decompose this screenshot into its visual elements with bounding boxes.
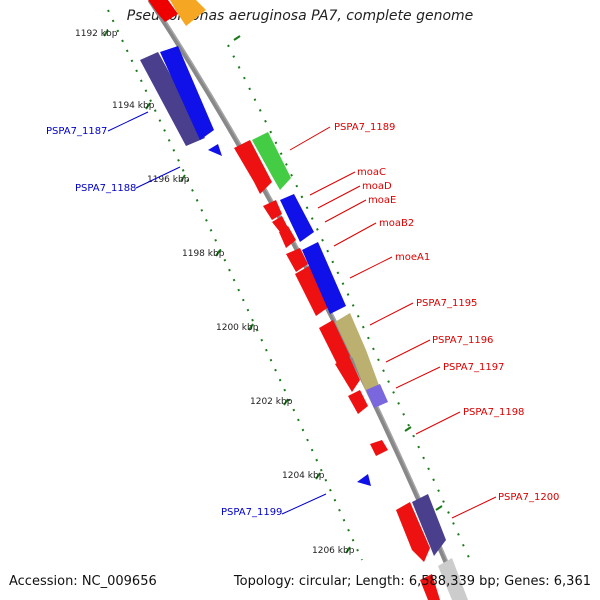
gene-label: moaD	[362, 181, 392, 192]
ruler-ticks	[103, 29, 351, 554]
ruler-label: 1202 kbp	[250, 397, 293, 407]
gene-feature[interactable]	[295, 266, 330, 316]
gene-label: moeA1	[395, 252, 430, 263]
gene-label: PSPA7_1198	[463, 407, 524, 418]
gene-feature[interactable]	[357, 474, 371, 486]
gene-label: PSPA7_1200	[498, 492, 559, 503]
gene-feature[interactable]	[420, 574, 440, 600]
gene-feature[interactable]	[272, 216, 288, 232]
gene-feature	[170, 0, 206, 26]
gene-feature[interactable]	[319, 320, 350, 366]
genome-stats-text: Topology: circular; Length: 6,588,339 bp…	[233, 574, 591, 589]
ruler-label: 1204 kbp	[282, 471, 325, 481]
gene-label: PSPA7_1189	[334, 122, 395, 133]
map-title: Pseudomonas aeruginosa PA7, complete gen…	[126, 8, 474, 24]
gene-label: PSPA7_1196	[432, 335, 493, 346]
gene-feature[interactable]	[335, 313, 366, 358]
gene-feature[interactable]	[438, 558, 468, 600]
gene-feature[interactable]	[286, 248, 308, 272]
gene-label: PSPA7_1188	[75, 183, 136, 194]
gene-feature[interactable]	[366, 384, 388, 408]
gene-feature[interactable]	[396, 502, 430, 562]
ruler-label: 1200 kbp	[216, 323, 259, 333]
ruler-label: 1206 kbp	[312, 546, 355, 556]
gene-label: moaE	[368, 195, 396, 206]
gene-feature[interactable]	[348, 390, 368, 414]
gene-feature	[148, 0, 178, 22]
gene-label: PSPA7_1197	[443, 362, 504, 373]
gene-feature[interactable]	[252, 132, 291, 190]
accession-text: Accession: NC_009656	[9, 574, 157, 589]
gene-feature[interactable]	[160, 46, 214, 140]
gene-label: PSPA7_1187	[46, 126, 107, 137]
gene-feature[interactable]	[234, 140, 272, 194]
gene-feature[interactable]	[208, 144, 222, 156]
ruler-label: 1196 kbp	[147, 175, 190, 185]
gene-feature[interactable]	[263, 200, 282, 220]
gene-feature[interactable]	[412, 494, 446, 556]
gene-feature[interactable]	[280, 194, 314, 242]
gene-feature[interactable]	[140, 52, 205, 146]
gene-label: PSPA7_1195	[416, 298, 477, 309]
gene-feature[interactable]	[335, 356, 360, 392]
gene-feature[interactable]	[370, 440, 388, 456]
ruler-label: 1192 kbp	[75, 29, 118, 39]
gene-label: moaB2	[379, 218, 414, 229]
gene-label: moaC	[357, 167, 386, 178]
gene-feature[interactable]	[279, 226, 296, 248]
ruler-label: 1198 kbp	[182, 249, 225, 259]
gene-feature[interactable]	[352, 350, 380, 392]
ruler-label: 1194 kbp	[112, 101, 155, 111]
gene-feature[interactable]	[302, 242, 346, 314]
gene-label: PSPA7_1199	[221, 507, 282, 518]
